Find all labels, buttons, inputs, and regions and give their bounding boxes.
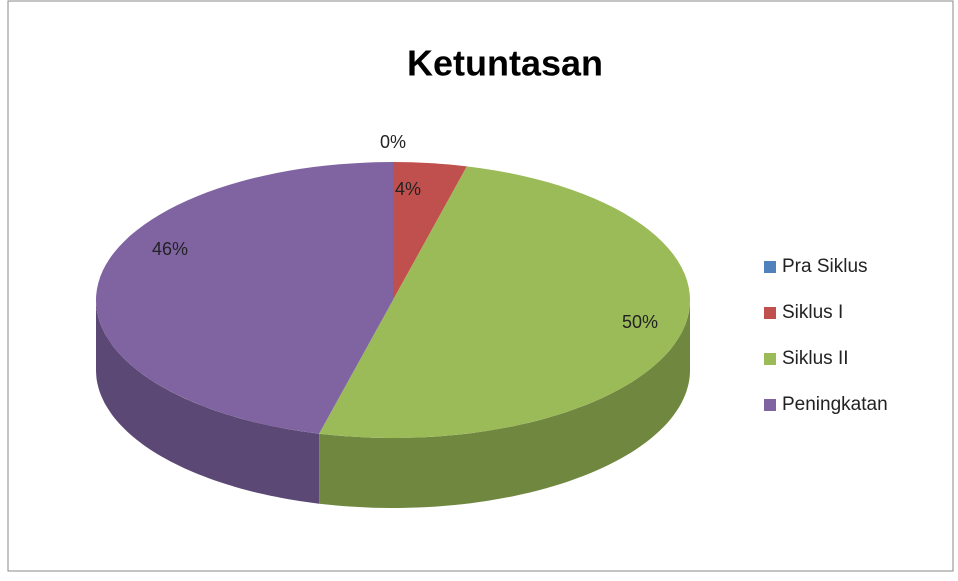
legend-swatch	[764, 261, 776, 273]
data-label: 46%	[152, 239, 188, 259]
pie-slice-side	[96, 300, 320, 504]
legend-label: Siklus II	[782, 348, 849, 369]
legend-label: Pra Siklus	[782, 256, 868, 277]
data-label: 50%	[622, 312, 658, 332]
chart-title: Ketuntasan	[407, 43, 603, 84]
pie-slice-side	[319, 300, 690, 508]
pie-slice	[95, 162, 393, 434]
legend-swatch	[764, 307, 776, 319]
data-label: 0%	[380, 132, 406, 152]
legend-label: Peningkatan	[782, 394, 888, 415]
legend-label: Siklus I	[782, 302, 843, 323]
legend-swatch	[764, 399, 776, 411]
data-label: 4%	[395, 179, 421, 199]
pie-slice	[319, 166, 690, 439]
pie-slice	[393, 162, 467, 300]
legend-swatch	[764, 353, 776, 365]
